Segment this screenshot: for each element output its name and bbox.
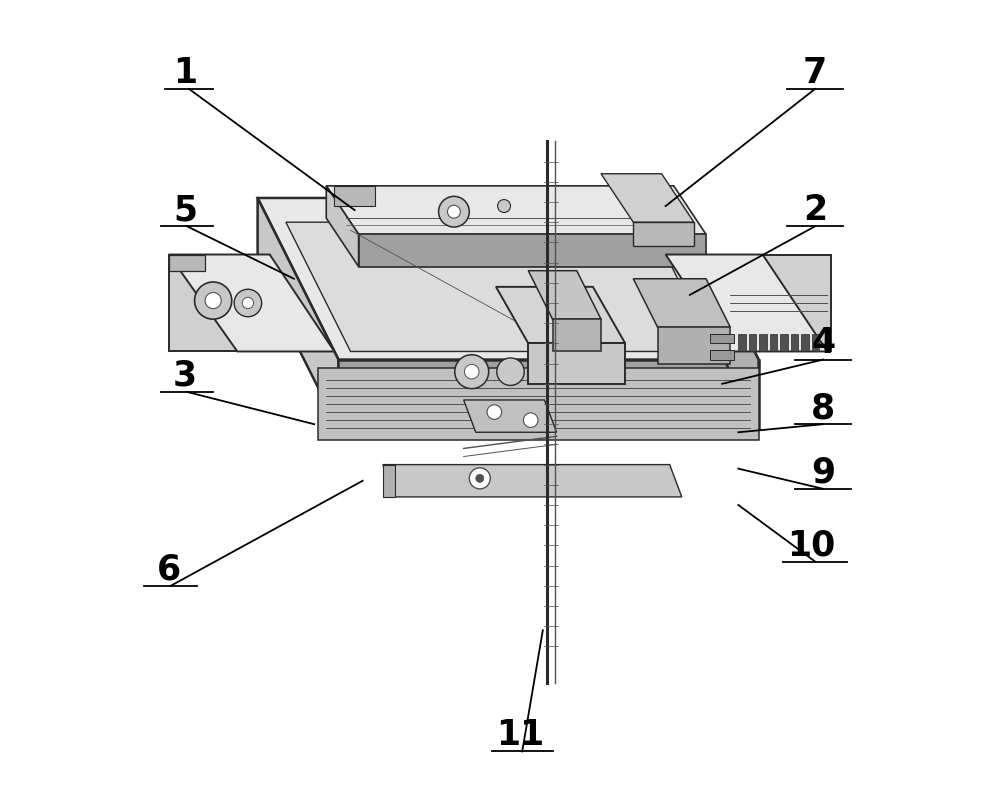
- Circle shape: [234, 289, 262, 317]
- Polygon shape: [496, 287, 625, 343]
- Circle shape: [487, 405, 502, 419]
- Text: 5: 5: [173, 193, 197, 227]
- Polygon shape: [326, 186, 359, 267]
- Circle shape: [464, 364, 479, 379]
- Circle shape: [195, 282, 232, 319]
- Polygon shape: [710, 350, 734, 360]
- Bar: [749, 334, 756, 351]
- Polygon shape: [730, 255, 831, 351]
- Polygon shape: [338, 360, 759, 428]
- Polygon shape: [633, 279, 730, 327]
- Circle shape: [523, 413, 538, 427]
- Text: 3: 3: [173, 359, 197, 393]
- Bar: [812, 334, 819, 351]
- Polygon shape: [383, 465, 395, 497]
- Polygon shape: [528, 343, 625, 384]
- Text: 2: 2: [803, 193, 827, 227]
- Polygon shape: [169, 255, 270, 351]
- Text: 6: 6: [157, 553, 181, 587]
- Polygon shape: [710, 334, 734, 343]
- Polygon shape: [359, 234, 706, 267]
- Bar: [770, 334, 777, 351]
- Polygon shape: [553, 319, 601, 351]
- Polygon shape: [601, 174, 694, 222]
- Polygon shape: [658, 327, 730, 364]
- Bar: [759, 334, 767, 351]
- Circle shape: [469, 468, 490, 489]
- Polygon shape: [383, 465, 682, 497]
- Circle shape: [242, 297, 254, 309]
- Polygon shape: [464, 400, 557, 432]
- Polygon shape: [169, 255, 205, 271]
- Bar: [738, 334, 746, 351]
- Polygon shape: [318, 368, 759, 440]
- Polygon shape: [528, 271, 601, 319]
- Polygon shape: [169, 255, 334, 351]
- Polygon shape: [326, 186, 706, 234]
- Circle shape: [439, 196, 469, 227]
- Polygon shape: [258, 198, 759, 360]
- Polygon shape: [678, 198, 759, 428]
- Polygon shape: [334, 186, 375, 206]
- Polygon shape: [286, 222, 714, 351]
- Polygon shape: [633, 222, 694, 246]
- Text: 11: 11: [496, 718, 544, 752]
- Text: 9: 9: [811, 456, 835, 490]
- Circle shape: [447, 205, 460, 218]
- Circle shape: [498, 200, 511, 213]
- Text: 7: 7: [803, 56, 827, 90]
- Circle shape: [497, 358, 524, 385]
- Bar: [791, 334, 798, 351]
- Text: 1: 1: [173, 56, 197, 90]
- Circle shape: [455, 355, 489, 389]
- Text: 4: 4: [811, 326, 835, 360]
- Bar: [801, 334, 809, 351]
- Bar: [780, 334, 788, 351]
- Polygon shape: [666, 255, 827, 351]
- Circle shape: [205, 292, 221, 309]
- Circle shape: [476, 474, 484, 482]
- Polygon shape: [258, 198, 338, 428]
- Text: 10: 10: [787, 528, 835, 562]
- Text: 8: 8: [811, 391, 835, 425]
